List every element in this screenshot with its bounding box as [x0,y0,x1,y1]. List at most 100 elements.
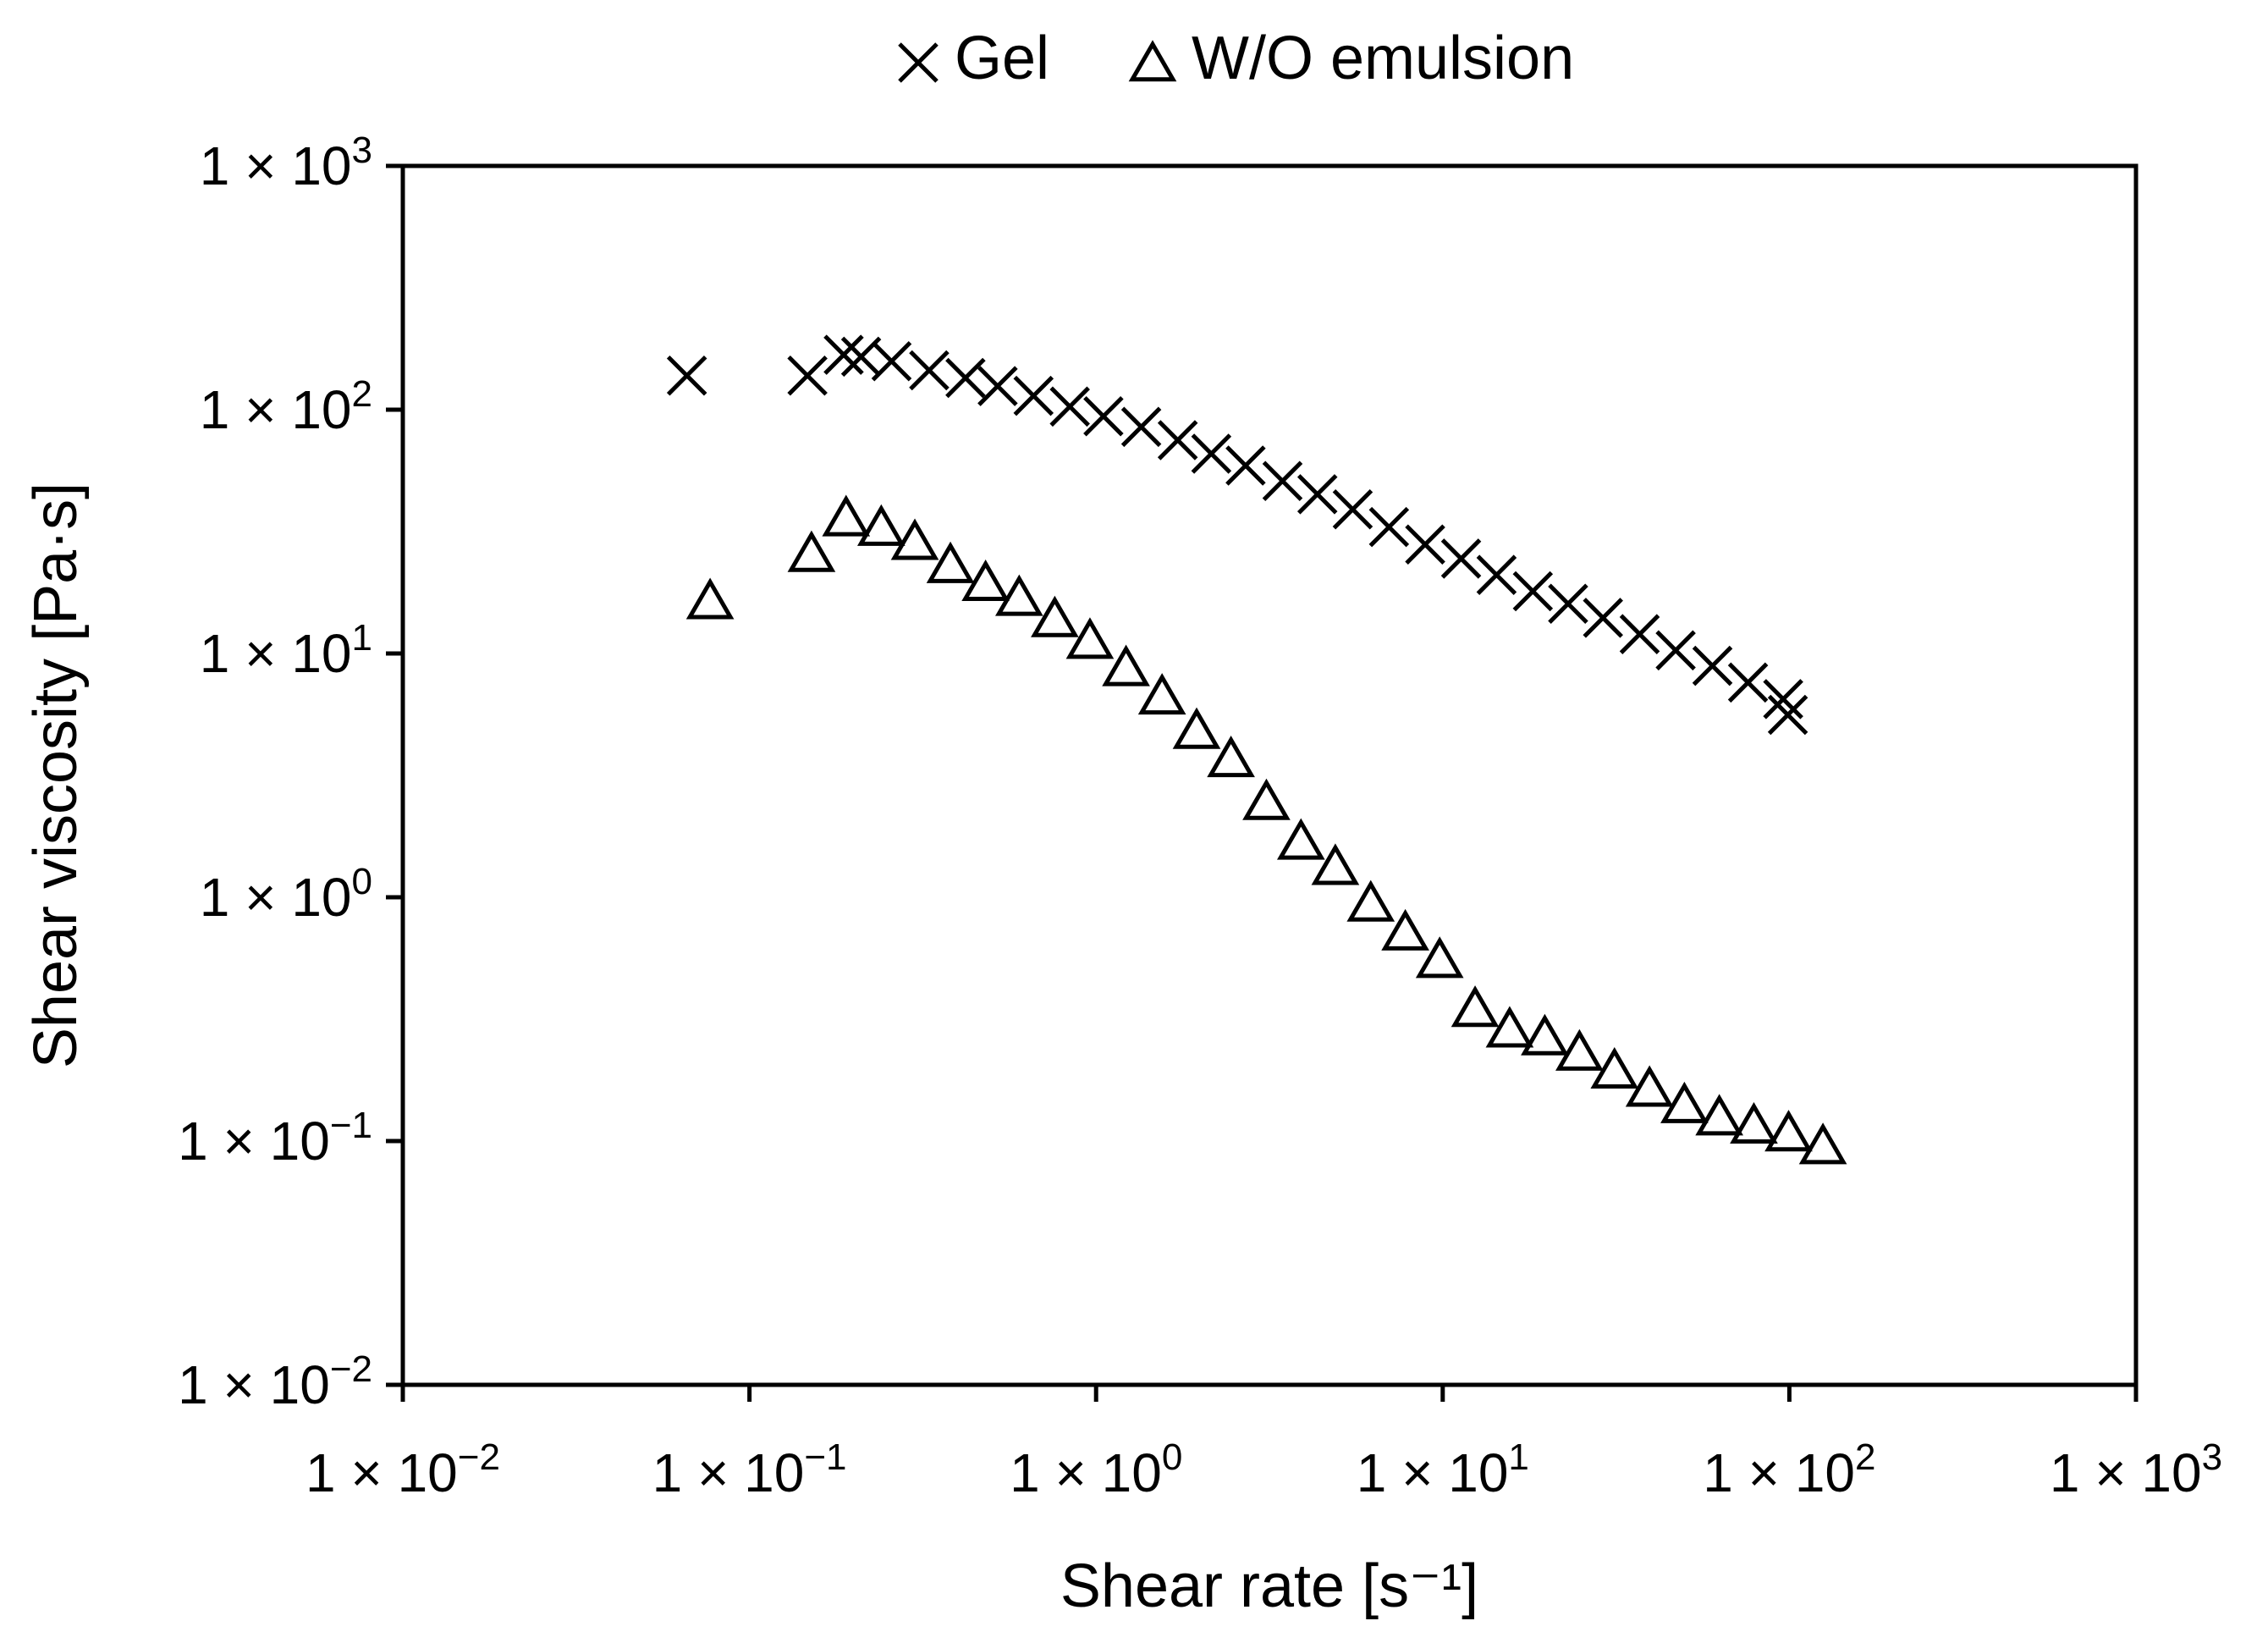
gel-data-point [1763,679,1803,720]
x-tick-label-exponent: −1 [804,1436,846,1478]
y-tick-label: 1 × 10−1 [178,1105,372,1172]
legend-label-wo-emulsion: W/O emulsion [1192,25,1574,92]
gel-data-point [1296,474,1338,515]
x-tick-label-exponent: 1 [1508,1436,1528,1478]
gel-data-point [1368,506,1410,548]
y-tick-label-exponent: −1 [330,1105,372,1146]
wo-emulsion-data-point [1521,1013,1569,1056]
x-tick-label-base: 1 × 10 [652,1442,805,1503]
wo-emulsion-data-point [1730,1101,1778,1144]
wo-emulsion-data-point [1242,778,1291,820]
gel-data-point [1767,694,1808,736]
legend-marker-triangle-icon [1128,40,1177,82]
x-tick-label-base: 1 × 10 [1010,1442,1162,1503]
x-tick-label-base: 1 × 10 [306,1442,458,1503]
x-tick-label: 1 × 101 [1357,1436,1529,1503]
wo-emulsion-data-point [1485,1006,1534,1048]
legend: Gel W/O emulsion [898,25,1574,92]
y-tick-label: 1 × 100 [200,861,372,928]
y-tick-label-base: 1 × 10 [178,1354,330,1415]
x-tick-label: 1 × 102 [1703,1436,1875,1503]
wo-emulsion-data-point [1555,1028,1604,1071]
gel-data-point [1440,538,1482,579]
x-tick-label-exponent: 3 [2202,1436,2222,1478]
wo-emulsion-data-point [1102,644,1150,686]
gel-data-point [787,355,828,396]
wo-emulsion-data-point [1276,818,1325,860]
gel-data-point [1191,433,1232,474]
wo-emulsion-data-point [1031,595,1079,637]
wo-emulsion-data-point [685,577,735,620]
gel-data-point [1476,554,1517,595]
x-tick-label: 1 × 103 [2050,1436,2222,1503]
wo-emulsion-data-point [1346,879,1395,922]
gel-data-point [1120,406,1162,448]
gel-data-point [977,366,1018,406]
gel-data-point [945,357,986,399]
gel-data-point [1083,395,1124,437]
wo-emulsion-data-point [1207,736,1255,778]
y-tick-label: 1 × 101 [200,617,372,684]
gel-data-point [871,341,912,382]
series-gel [666,334,1808,736]
gel-data-point [1225,445,1266,486]
gel-data-point [1692,645,1733,686]
gel-data-point [1583,598,1623,638]
y-tick-label-exponent: 1 [352,617,372,659]
gel-data-point [1655,630,1696,671]
gel-data-point [1049,386,1090,427]
x-tick-label-exponent: 2 [1855,1436,1875,1478]
y-tick-label-exponent: 3 [352,130,372,171]
y-tick-label-exponent: −2 [330,1348,372,1390]
gel-data-point [1619,614,1660,654]
wo-emulsion-data-point [1172,707,1221,749]
x-axis-title: Shear rate [s⁻¹] [1060,1552,1478,1620]
gel-data-point [909,350,950,391]
gel-data-point [823,334,864,375]
x-tick-label-base: 1 × 10 [1703,1442,1855,1503]
y-tick-label-base: 1 × 10 [200,135,352,196]
wo-emulsion-data-point [1625,1065,1674,1107]
wo-emulsion-data-point [890,518,939,560]
series-wo-emulsion [685,494,1847,1165]
x-tick-label: 1 × 10−1 [652,1436,847,1503]
gel-data-point [1512,571,1554,612]
gel-data-point [1262,460,1303,501]
gel-data-point [666,355,707,396]
x-tick-label-exponent: −2 [458,1436,500,1478]
wo-emulsion-data-point [1451,985,1500,1028]
y-axis-title: Shear viscosity [Pa·s] [22,482,90,1068]
wo-emulsion-data-point [1798,1122,1847,1165]
wo-emulsion-data-point [1381,908,1429,951]
legend-item-gel: Gel [898,25,1049,92]
x-tick-label: 1 × 10−2 [306,1436,500,1503]
y-tick-label-base: 1 × 10 [178,1111,330,1172]
wo-emulsion-data-point [926,541,975,583]
wo-emulsion-data-point [856,504,906,546]
wo-emulsion-data-point [1137,673,1186,715]
x-tick-label: 1 × 100 [1010,1436,1182,1503]
gel-data-point [1013,375,1054,416]
y-tick-label: 1 × 10−2 [178,1348,372,1415]
wo-emulsion-data-point [1065,617,1115,659]
wo-emulsion-data-point [1695,1094,1743,1136]
x-tick-label-base: 1 × 10 [1357,1442,1509,1503]
gel-data-point [1405,524,1445,565]
y-tick-label-base: 1 × 10 [200,867,352,928]
x-tick-label-exponent: 0 [1162,1436,1182,1478]
wo-emulsion-data-point [994,574,1043,616]
wo-emulsion-data-point [961,559,1010,602]
gel-data-point [1727,662,1769,703]
gel-data-point [1332,489,1373,530]
legend-marker-x-icon [898,42,939,83]
legend-item-wo-emulsion: W/O emulsion [1128,25,1574,92]
plot-area-frame [400,163,2139,1387]
wo-emulsion-data-point [1660,1081,1709,1123]
wo-emulsion-data-point [822,494,871,537]
y-tick-label-exponent: 0 [352,861,372,902]
y-tick-label: 1 × 102 [200,373,372,440]
y-tick-label-base: 1 × 10 [200,623,352,684]
y-tick-label-exponent: 2 [352,373,372,415]
